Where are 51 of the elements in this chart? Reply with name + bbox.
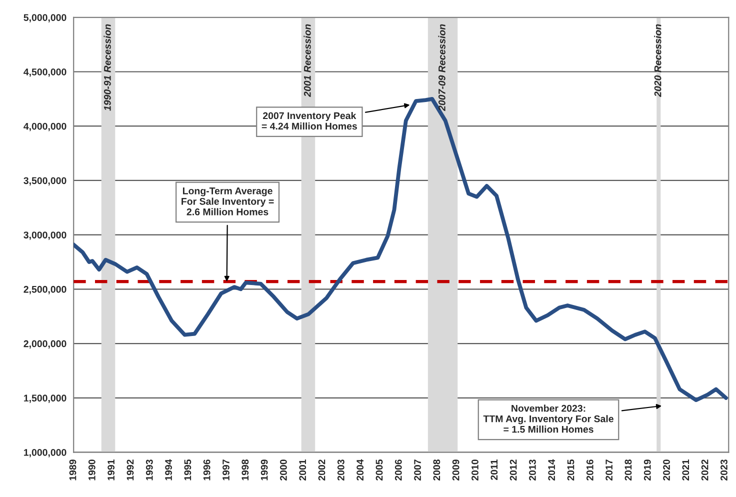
x-tick-label: 2016 <box>586 460 594 481</box>
y-tick-label: 3,000,000 <box>24 232 66 240</box>
x-tick-label: 2021 <box>682 459 690 481</box>
x-tick-label: 2010 <box>472 460 478 481</box>
x-tick-label: 2002 <box>318 460 326 481</box>
x-tick-label: 2006 <box>394 460 402 481</box>
y-tick-label: 3,500,000 <box>24 177 66 186</box>
y-tick-label: 2,000,000 <box>24 340 66 349</box>
band-label: 2007-09 Recession <box>438 24 446 112</box>
x-tick-label: 2008 <box>433 460 440 481</box>
annotation: November 2023: TTM Avg. Inventory For Sale = 1.5 Million Homes <box>483 404 614 433</box>
x-tick-label: 2004 <box>356 459 364 481</box>
x-tick-label: 2001 <box>299 459 306 481</box>
x-tick-label: 1997 <box>222 460 230 480</box>
y-tick-label: 1,500,000 <box>24 394 66 403</box>
x-tick-label: 1998 <box>242 460 249 480</box>
x-tick-label: 1995 <box>184 459 192 480</box>
x-tick-label: 2018 <box>624 460 632 481</box>
x-tick-label: 2007 <box>414 460 421 481</box>
x-tick-label: 1990 <box>88 460 96 480</box>
x-tick-label: 2011 <box>490 459 498 480</box>
x-tick-label: 1993 <box>146 460 153 480</box>
annotation: 2007 Inventory Peak = 4.24 Million Homes <box>262 112 357 130</box>
x-tick-label: 1992 <box>126 460 134 480</box>
x-tick-label: 2015 <box>567 459 574 481</box>
band-label: 1990-91 Recession <box>104 24 111 111</box>
band-label: 2001 Recession <box>304 24 311 98</box>
x-tick-label: 2020 <box>663 460 670 481</box>
x-tick-label: 2013 <box>529 460 536 481</box>
y-tick-label: 2,500,000 <box>24 286 66 294</box>
x-tick-label: 2019 <box>644 460 651 481</box>
x-tick-label: 1996 <box>203 460 210 480</box>
x-tick-label: 2012 <box>510 460 517 481</box>
x-tick-label: 2003 <box>337 460 344 481</box>
x-tick-label: 2009 <box>452 460 460 481</box>
x-tick-label: 2005 <box>376 459 383 481</box>
annotation: Long-Term Average For Sale Inventory = 2.6 Million Homes <box>182 188 274 216</box>
x-tick-label: 2000 <box>280 460 287 481</box>
y-tick-label: 5,000,000 <box>24 14 66 22</box>
y-tick-label: 4,500,000 <box>24 68 66 77</box>
x-tick-label: 1991 <box>108 459 115 480</box>
y-tick-label: 1,000,000 <box>24 449 66 458</box>
x-tick-label: 2023 <box>720 460 728 481</box>
x-tick-label: 2017 <box>606 460 612 481</box>
x-tick-label: 1994 <box>165 459 172 480</box>
x-tick-label: 2014 <box>548 459 556 481</box>
x-tick-label: 1989 <box>69 460 76 480</box>
band-label: 2020 Recession <box>654 24 662 98</box>
y-tick-label: 4,000,000 <box>24 122 66 132</box>
x-tick-label: 2022 <box>701 460 708 481</box>
x-tick-label: 1999 <box>260 460 268 480</box>
